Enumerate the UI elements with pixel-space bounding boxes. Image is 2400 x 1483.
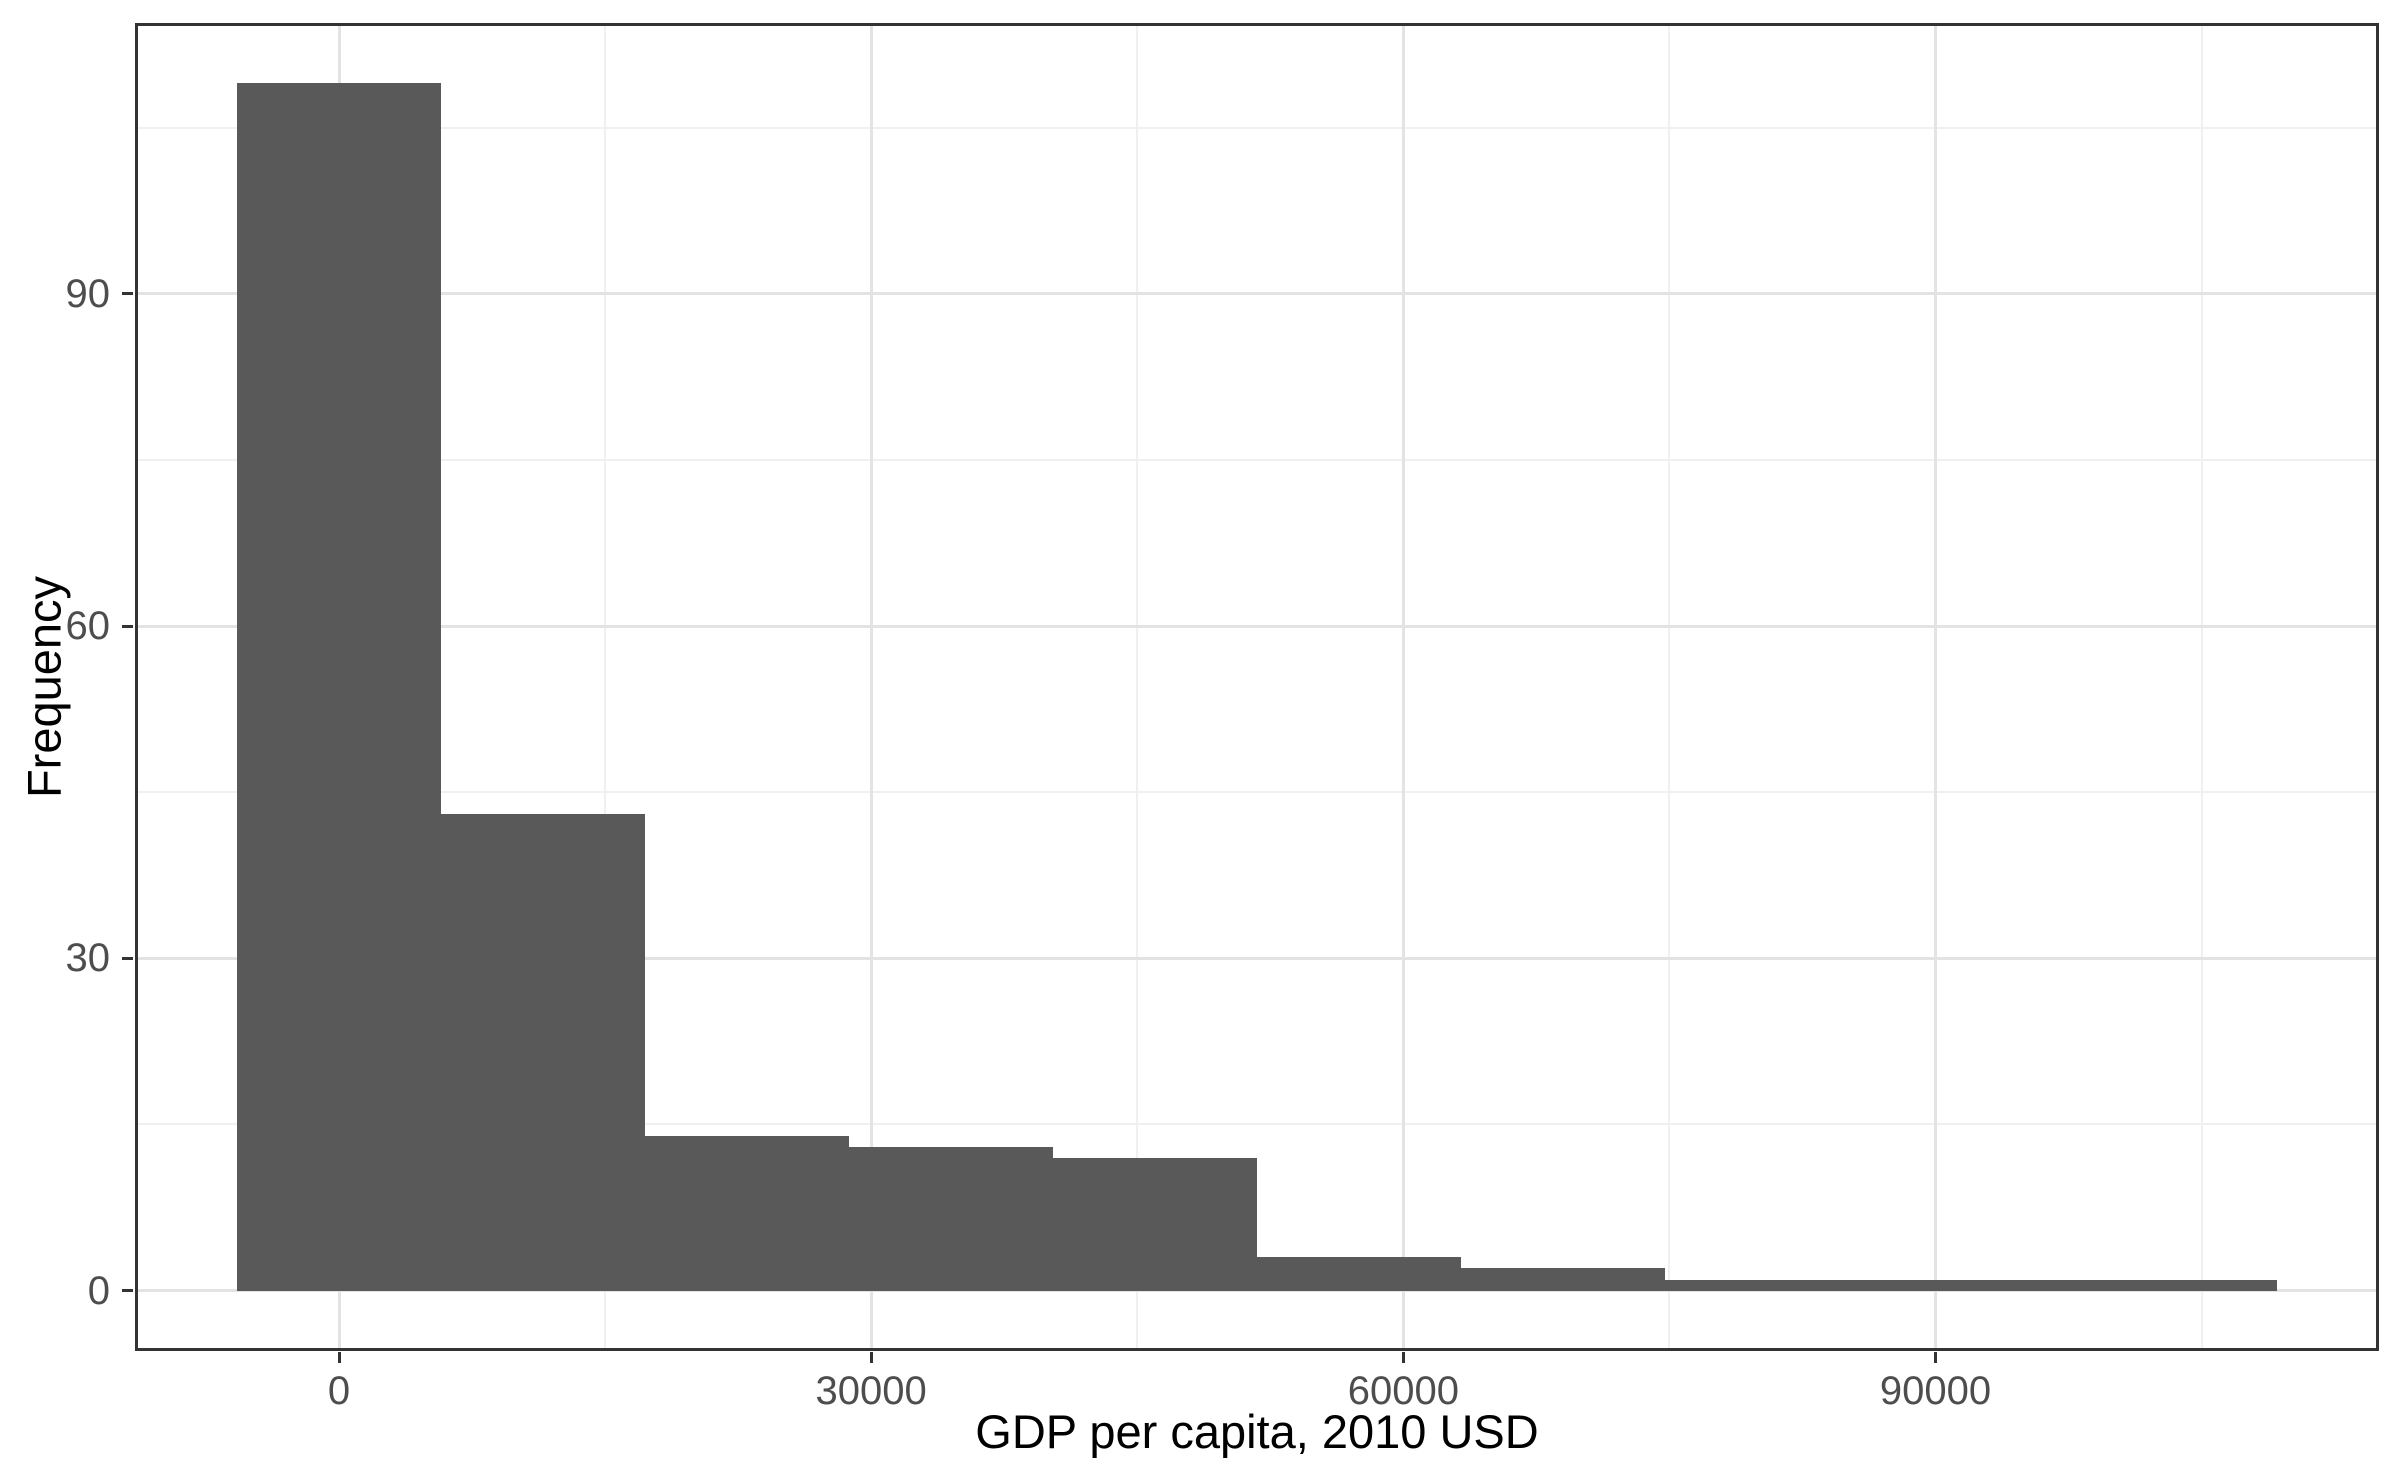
y-tick-mark bbox=[122, 624, 133, 628]
y-axis-title: Frequency bbox=[17, 575, 71, 799]
gridline-minor-vertical bbox=[2200, 23, 2203, 1351]
y-tick-label: 30 bbox=[65, 936, 111, 981]
y-tick-mark bbox=[122, 292, 133, 296]
gridline-minor-horizontal bbox=[135, 791, 2379, 794]
gridline-minor-horizontal bbox=[135, 458, 2379, 461]
gridline-minor-vertical bbox=[1668, 23, 1671, 1351]
x-tick-mark bbox=[337, 1352, 341, 1363]
histogram-bar bbox=[2073, 1279, 2277, 1291]
gridline-major-horizontal bbox=[135, 292, 2379, 296]
gridline-major-horizontal bbox=[135, 624, 2379, 628]
y-tick-label: 0 bbox=[87, 1268, 110, 1313]
y-tick-mark bbox=[122, 956, 133, 960]
gridline-minor-horizontal bbox=[135, 126, 2379, 129]
x-tick-label: 0 bbox=[327, 1369, 351, 1413]
y-tick-label: 60 bbox=[65, 604, 111, 649]
gridline-minor-horizontal bbox=[135, 1123, 2379, 1126]
histogram-bar bbox=[1869, 1279, 2073, 1291]
gridline-major-horizontal bbox=[135, 956, 2379, 960]
gridline-minor-vertical bbox=[1136, 23, 1139, 1351]
gridline-major-vertical bbox=[869, 23, 873, 1351]
x-tick-label: 90000 bbox=[1879, 1369, 1992, 1413]
histogram-bar bbox=[1053, 1157, 1257, 1291]
histogram-bar bbox=[441, 814, 645, 1291]
gridline-minor-vertical bbox=[604, 23, 607, 1351]
histogram-bar bbox=[645, 1135, 849, 1291]
x-tick-mark bbox=[1934, 1352, 1938, 1363]
histogram-bar bbox=[849, 1146, 1053, 1291]
x-tick-label: 30000 bbox=[815, 1369, 927, 1413]
x-tick-mark bbox=[869, 1352, 873, 1363]
histogram-bar bbox=[1461, 1268, 1665, 1291]
gridline-major-vertical bbox=[1401, 23, 1405, 1351]
gridline-major-horizontal bbox=[135, 1289, 2379, 1293]
y-tick-label: 90 bbox=[65, 271, 111, 316]
x-axis-title: GDP per capita, 2010 USD bbox=[975, 1405, 1539, 1458]
gridline-major-vertical bbox=[1934, 23, 1938, 1351]
y-tick-mark bbox=[122, 1289, 133, 1293]
histogram-bar bbox=[237, 83, 441, 1291]
x-tick-label: 60000 bbox=[1347, 1369, 1459, 1413]
histogram-bar bbox=[1665, 1279, 1869, 1291]
histogram-bar bbox=[1257, 1257, 1461, 1291]
x-tick-mark bbox=[1401, 1352, 1405, 1363]
